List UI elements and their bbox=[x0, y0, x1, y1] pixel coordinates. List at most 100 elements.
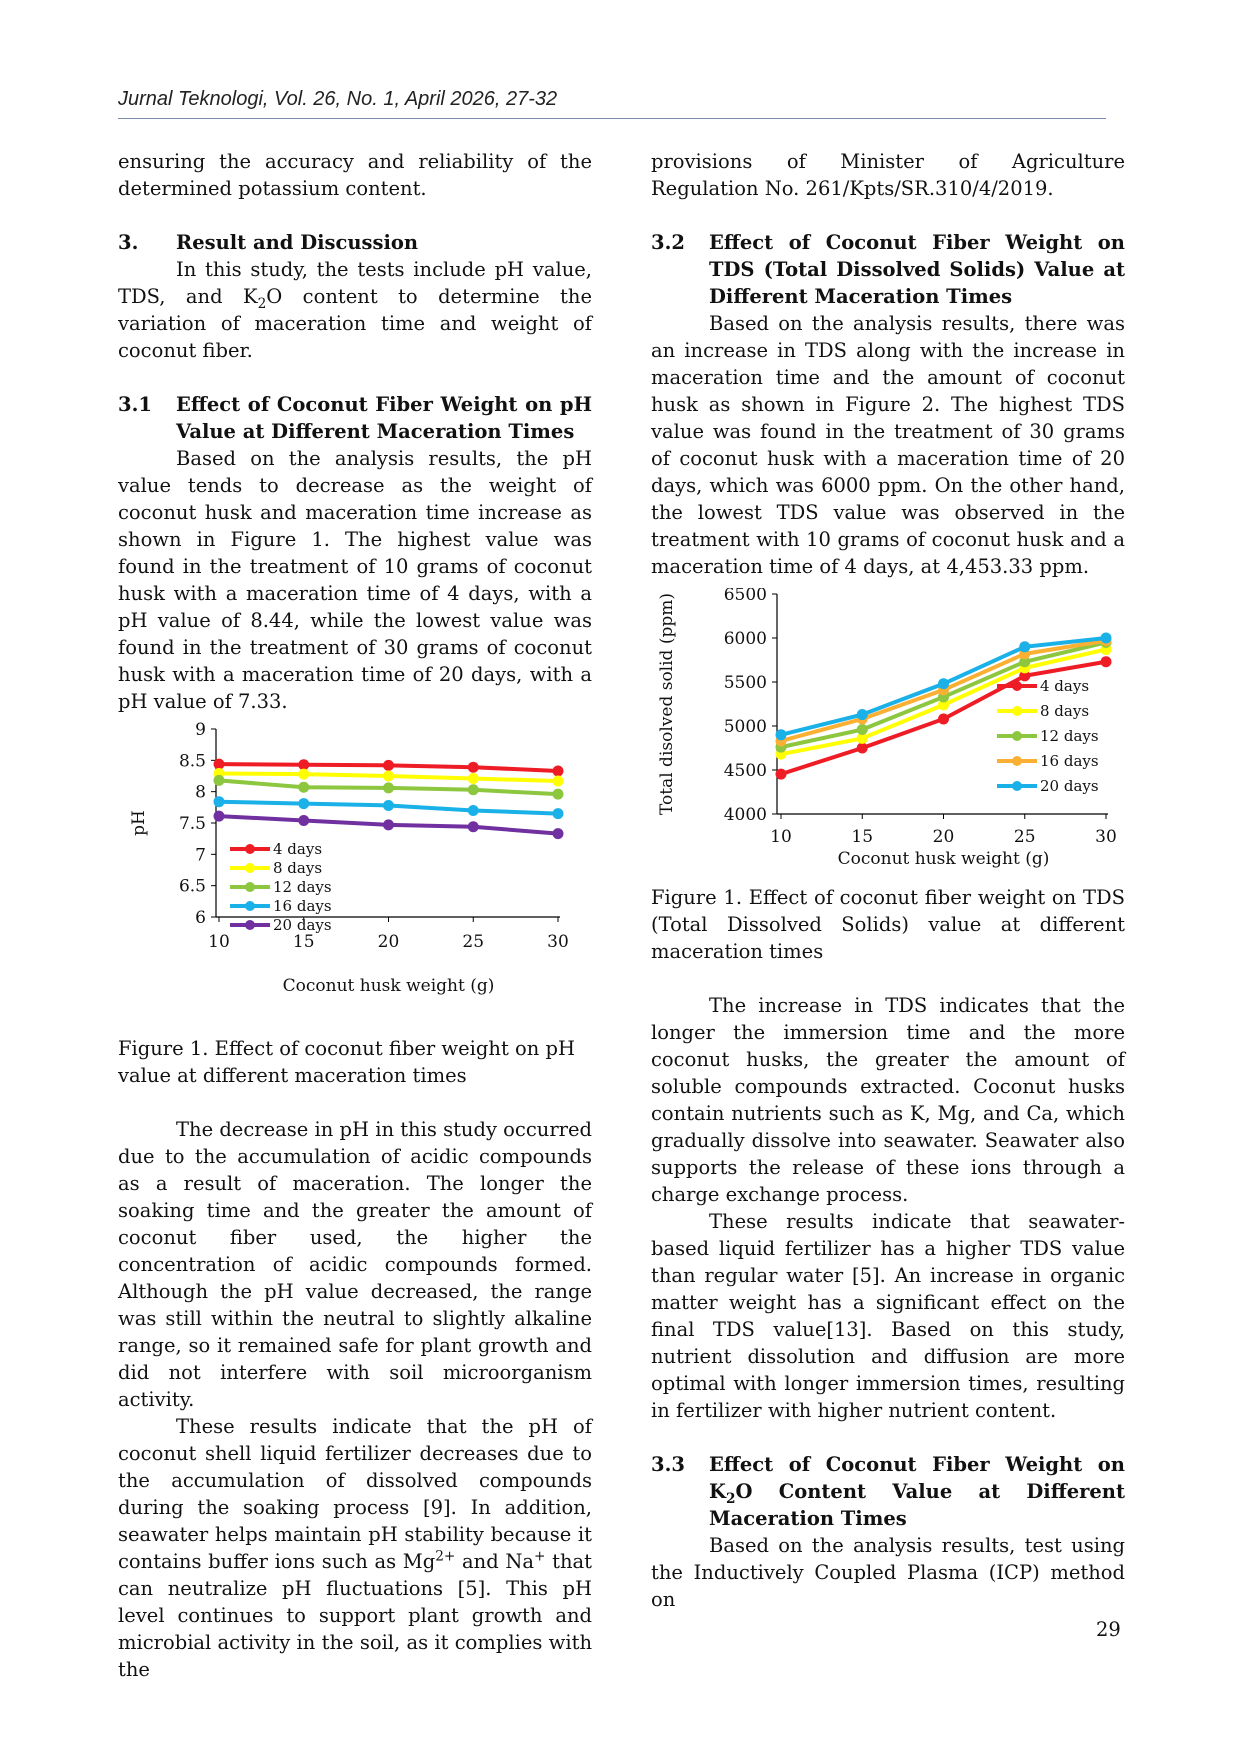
y-tick-label: 5500 bbox=[724, 673, 767, 693]
legend-marker bbox=[1012, 731, 1022, 741]
legend-label: 20 days bbox=[273, 916, 332, 934]
y-tick-label: 6 bbox=[195, 908, 206, 928]
figure-caption: Figure 1. Effect of coconut fiber weight… bbox=[651, 886, 1125, 963]
x-tick-label: 20 bbox=[378, 932, 400, 952]
data-point bbox=[938, 699, 949, 711]
legend-marker bbox=[1012, 706, 1022, 716]
data-point bbox=[383, 770, 394, 782]
data-point bbox=[467, 773, 479, 785]
data-point bbox=[213, 758, 225, 770]
data-point bbox=[938, 713, 949, 725]
paragraph: provisions of Minister of Agriculture Re… bbox=[651, 150, 1125, 200]
legend-label: 20 days bbox=[1040, 777, 1099, 795]
data-point bbox=[1019, 670, 1031, 682]
page-number: 29 bbox=[1096, 1618, 1121, 1641]
y-tick-label: 8 bbox=[195, 783, 206, 803]
data-point bbox=[467, 821, 479, 833]
data-point bbox=[383, 819, 394, 831]
y-tick-label: 7.5 bbox=[179, 814, 206, 834]
y-tick-label: 9 bbox=[195, 721, 206, 740]
x-tick-label: 15 bbox=[851, 827, 873, 847]
x-tick-label: 10 bbox=[208, 932, 230, 952]
section-heading-3-3: 3.3 Effect of Coconut Fiber Weight on K2… bbox=[651, 1453, 1125, 1530]
x-tick-label: 15 bbox=[293, 932, 315, 952]
data-point bbox=[383, 799, 394, 811]
data-point bbox=[298, 798, 310, 810]
paragraph: Based on the analysis results, test usin… bbox=[651, 1534, 1125, 1611]
paragraph: In this study, the tests include pH valu… bbox=[118, 258, 592, 362]
x-axis-label: Coconut husk weight (g) bbox=[838, 849, 1050, 869]
legend-label: 16 days bbox=[1040, 752, 1099, 770]
y-tick-label: 6.5 bbox=[179, 877, 206, 897]
legend-marker bbox=[245, 920, 255, 930]
data-point bbox=[383, 759, 394, 771]
data-point bbox=[467, 761, 479, 773]
paragraph: The increase in TDS indicates that the l… bbox=[651, 994, 1125, 1206]
data-point bbox=[1019, 656, 1031, 668]
y-tick-label: 7 bbox=[195, 845, 206, 865]
data-point bbox=[467, 784, 479, 796]
legend-marker bbox=[1012, 681, 1022, 691]
legend-marker bbox=[245, 882, 255, 892]
section-heading-3-2: 3.2 Effect of Coconut Fiber Weight on TD… bbox=[651, 231, 1125, 308]
data-point bbox=[298, 759, 310, 771]
x-tick-label: 10 bbox=[770, 827, 792, 847]
section-heading-3-1: 3.1 Effect of Coconut Fiber Weight on pH… bbox=[118, 393, 592, 443]
data-point bbox=[1100, 632, 1112, 644]
data-point bbox=[467, 804, 479, 816]
paragraph: These results indicate that the pH of co… bbox=[118, 1415, 592, 1681]
tds-chart: 4000 4500 5000 5500 6000 6500 10 15 20 25 30 Coconu… bbox=[651, 588, 1125, 878]
y-tick-label: 5000 bbox=[724, 717, 767, 737]
x-axis-label: Coconut husk weight (g) bbox=[283, 976, 495, 996]
x-tick-label: 20 bbox=[933, 827, 955, 847]
x-tick-label: 30 bbox=[1095, 827, 1117, 847]
legend-marker bbox=[245, 844, 255, 854]
data-point bbox=[552, 788, 564, 800]
data-point bbox=[1019, 641, 1031, 653]
left-column: ensuring the accuracy and reliability of… bbox=[118, 148, 592, 1683]
paragraph: Based on the analysis results, the pH va… bbox=[118, 447, 592, 713]
data-point bbox=[213, 774, 225, 786]
ph-chart-svg: 6 6.5 7 7.5 8 8.5 9 10 15 20 25 30 Coconut husk weig… bbox=[129, 721, 569, 996]
data-point bbox=[1100, 656, 1112, 668]
legend-marker bbox=[1012, 756, 1022, 766]
section-heading-3: 3. Result and Discussion bbox=[118, 231, 419, 254]
paragraph: Based on the analysis results, there was… bbox=[651, 312, 1125, 578]
legend-label: 4 days bbox=[273, 840, 322, 858]
legend-label: 16 days bbox=[273, 897, 332, 915]
data-point bbox=[213, 810, 225, 822]
right-column: provisions of Minister of Agriculture Re… bbox=[651, 148, 1125, 1613]
legend-marker bbox=[245, 863, 255, 873]
data-point bbox=[298, 768, 310, 780]
data-point bbox=[552, 765, 564, 777]
paragraph: These results indicate that seawater-bas… bbox=[651, 1210, 1125, 1422]
paragraph: The decrease in pH in this study occurre… bbox=[118, 1118, 592, 1411]
data-point bbox=[298, 814, 310, 826]
data-point bbox=[552, 775, 564, 787]
data-point bbox=[775, 729, 787, 741]
y-axis-label: Total disolved solid (ppm) bbox=[657, 593, 677, 815]
data-point bbox=[856, 709, 868, 721]
data-point bbox=[938, 678, 949, 690]
data-point bbox=[775, 768, 787, 780]
data-point bbox=[856, 732, 868, 744]
y-tick-label: 8.5 bbox=[179, 751, 206, 771]
y-tick-label: 6000 bbox=[724, 629, 767, 649]
data-point bbox=[213, 796, 225, 808]
data-point bbox=[298, 781, 310, 793]
data-point bbox=[856, 742, 868, 754]
legend-label: 8 days bbox=[273, 859, 322, 877]
data-point bbox=[383, 782, 394, 794]
journal-citation: Jurnal Teknologi, Vol. 26, No. 1, April … bbox=[118, 88, 558, 110]
y-axis-label: pH bbox=[129, 810, 149, 836]
legend-label: 12 days bbox=[273, 878, 332, 896]
legend-label: 4 days bbox=[1040, 677, 1089, 695]
legend-marker bbox=[245, 901, 255, 911]
y-tick-label: 4000 bbox=[724, 805, 767, 825]
legend-label: 12 days bbox=[1040, 727, 1099, 745]
x-tick-label: 30 bbox=[547, 932, 569, 952]
paragraph: ensuring the accuracy and reliability of… bbox=[118, 150, 592, 200]
y-tick-label: 4500 bbox=[724, 761, 767, 781]
x-tick-label: 25 bbox=[1014, 827, 1036, 847]
figure-caption: Figure 1. Effect of coconut fiber weight… bbox=[118, 1037, 575, 1087]
